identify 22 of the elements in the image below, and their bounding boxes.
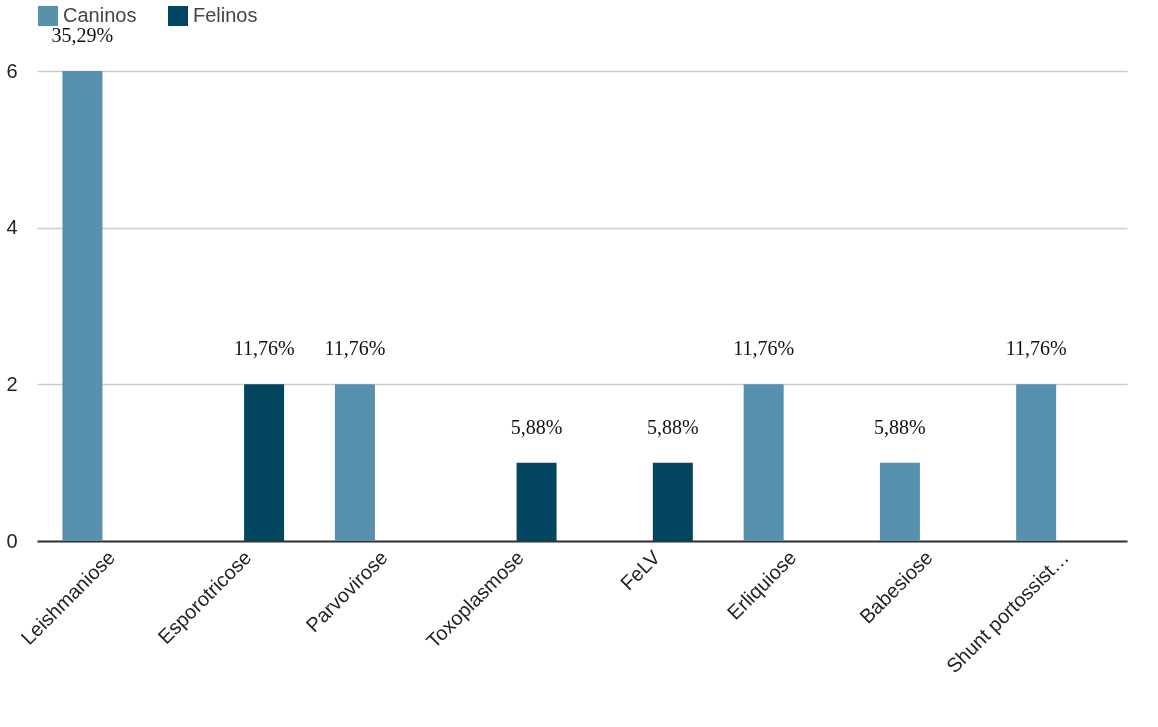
bar [516, 462, 557, 541]
annotation: 11,76% [233, 337, 295, 360]
text: 35,29% [51, 24, 114, 46]
bar [244, 384, 285, 541]
annotation: 11,76% [733, 337, 795, 360]
annotation: 5,88% [647, 415, 699, 438]
annotation: 11,76% [1005, 337, 1067, 360]
bar [62, 71, 103, 541]
bar [879, 462, 920, 541]
bar [743, 384, 784, 541]
y-tick-label: 4 [6, 216, 18, 239]
annotation: 5,88% [510, 415, 563, 438]
bar [1016, 384, 1057, 541]
legend-label: Felinos [193, 4, 258, 26]
y-tick-label: 6 [6, 59, 18, 82]
bar [652, 462, 693, 541]
y-tick-label: 2 [6, 372, 18, 395]
annotation: 5,88% [874, 415, 926, 438]
y-tick-label: 0 [6, 529, 18, 552]
legend-label: Caninos [63, 4, 137, 26]
bar [334, 384, 375, 541]
annotation: 11,76% [324, 337, 386, 360]
